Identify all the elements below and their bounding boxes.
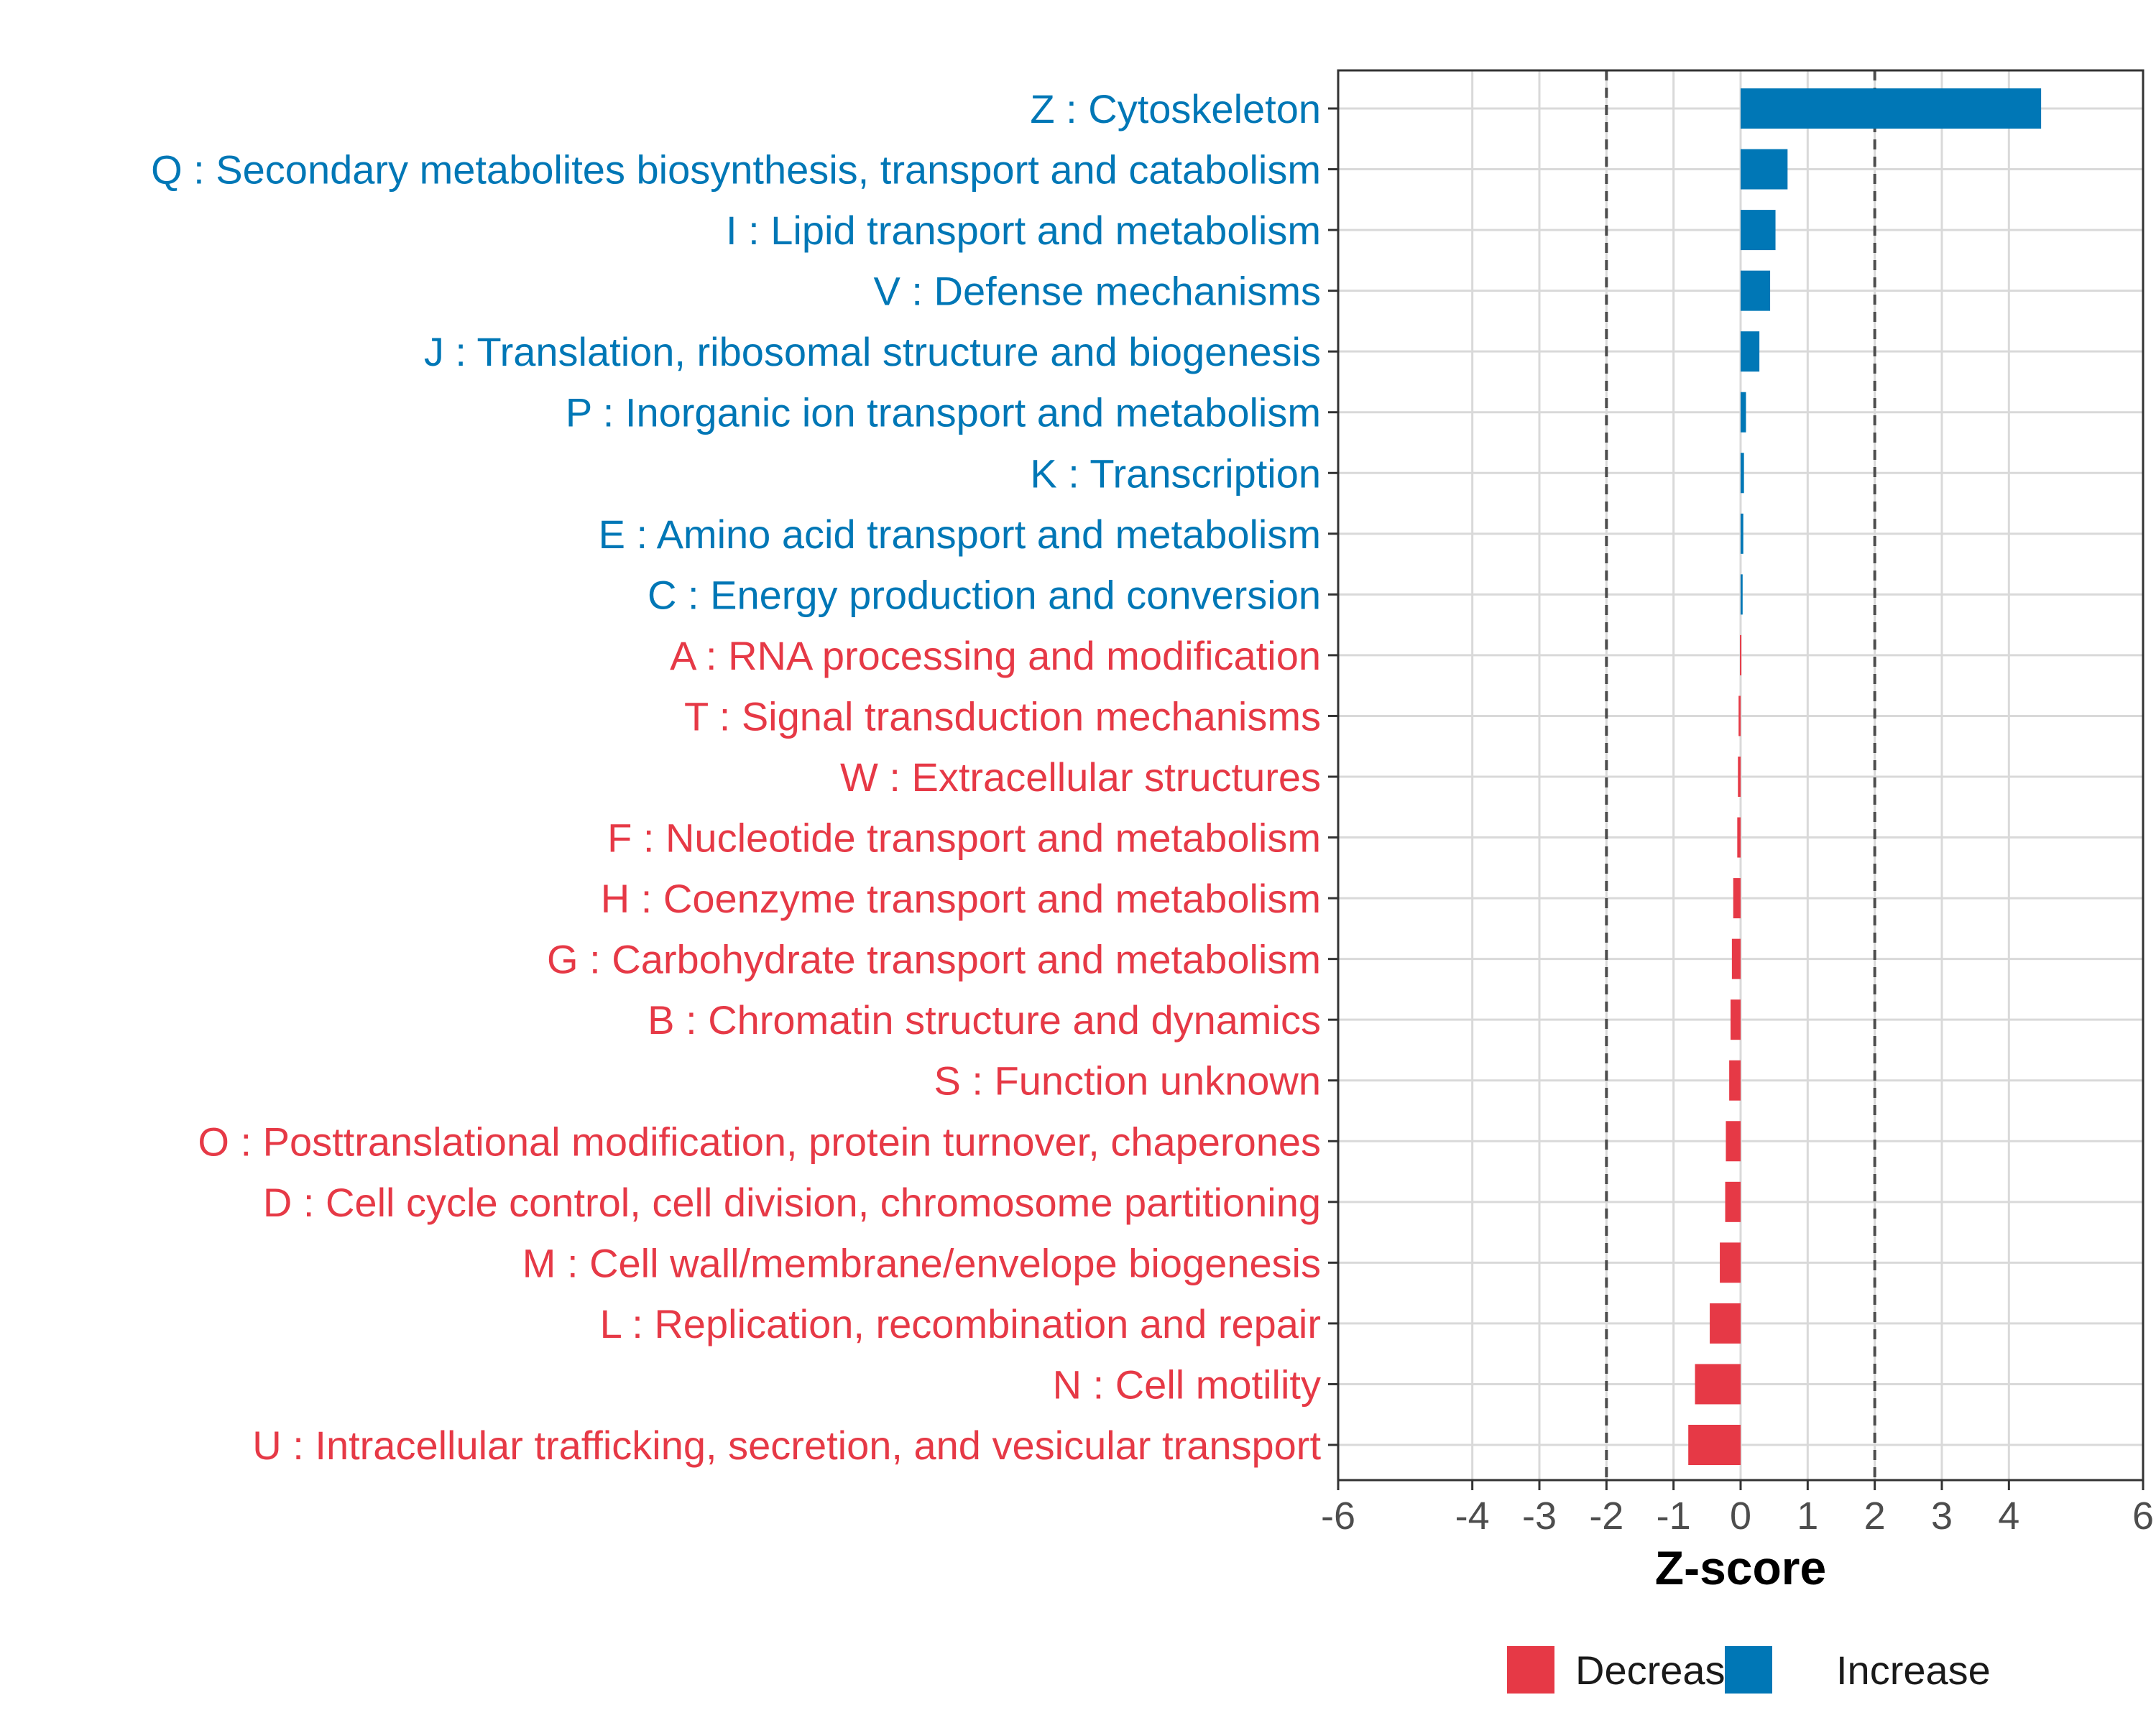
bar [1741,331,1760,372]
category-label: M : Cell wall/membrane/envelope biogenes… [522,1240,1321,1285]
bar [1733,878,1741,919]
category-label: Z : Cytoskeleton [1030,86,1321,131]
category-label: T : Signal transduction mechanisms [684,693,1321,739]
category-label: V : Defense mechanisms [874,269,1321,314]
category-label: G : Carbohydrate transport and metabolis… [547,937,1321,982]
category-label: W : Extracellular structures [840,754,1321,800]
category-labels: Z : Cytoskeleton Q : Secondary metabolite… [151,86,1321,1468]
category-label: E : Amino acid transport and metabolism [599,512,1321,557]
x-axis-ticks: -6 -4 -3 -2 -1 0 1 2 3 4 6 [1321,1480,2154,1538]
bar [1741,88,2042,129]
category-label: H : Coenzyme transport and metabolism [601,876,1321,921]
bar [1731,938,1741,979]
bars-layer [1688,88,2042,1465]
x-tick-label: -2 [1589,1494,1623,1538]
bar [1741,392,1746,433]
legend-swatch [1507,1646,1554,1694]
bar [1731,999,1741,1040]
bar [1726,1121,1741,1162]
legend-swatch [1725,1646,1772,1694]
bar [1741,574,1743,615]
category-label: U : Intracellular trafficking, secretion… [252,1423,1321,1468]
x-tick-label: -4 [1455,1494,1490,1538]
category-label: C : Energy production and conversion [648,572,1321,617]
x-tick-label: 4 [1998,1494,2019,1538]
category-label: K : Transcription [1030,451,1321,496]
bar [1738,757,1741,797]
y-axis-ticks [1328,107,1338,1446]
bar [1741,210,1776,251]
category-label: F : Nucleotide transport and metabolism [607,816,1321,861]
bar [1725,1181,1741,1222]
category-label: B : Chromatin structure and dynamics [648,997,1321,1043]
bar [1720,1242,1741,1283]
legend-label: Decrease [1575,1648,1748,1693]
category-label: P : Inorganic ion transport and metaboli… [566,390,1321,435]
category-label: N : Cell motility [1053,1362,1321,1407]
category-label: O : Posttranslational modification, prot… [198,1119,1321,1164]
reference-lines-layer [1605,70,1876,1480]
bar [1741,149,1788,190]
category-label: J : Translation, ribosomal structure and… [424,329,1321,374]
bar [1729,1060,1741,1101]
category-label: S : Function unknown [934,1058,1321,1104]
bar [1741,270,1771,311]
x-tick-label: -6 [1321,1494,1355,1538]
x-tick-label: 1 [1797,1494,1818,1538]
bar [1741,453,1744,494]
x-tick-label: 0 [1730,1494,1751,1538]
bar [1737,817,1741,858]
category-label: A : RNA processing and modification [670,633,1321,678]
legend-label: Increase [1836,1648,1991,1693]
x-axis-title: Z-score [1655,1541,1826,1594]
legend: Decrease Increase [1507,1646,1991,1694]
bar [1741,513,1743,554]
category-label: L : Replication, recombination and repai… [600,1301,1321,1346]
bar [1740,634,1742,675]
category-label: Q : Secondary metabolites biosynthesis, … [151,147,1321,193]
x-tick-label: -1 [1657,1494,1691,1538]
bar [1710,1303,1741,1344]
bar [1688,1425,1741,1465]
bar [1695,1364,1741,1405]
x-tick-label: 2 [1864,1494,1886,1538]
x-tick-label: 3 [1931,1494,1953,1538]
bar [1738,696,1741,736]
category-label: D : Cell cycle control, cell division, c… [263,1180,1321,1225]
x-tick-label: 6 [2132,1494,2154,1538]
category-label: I : Lipid transport and metabolism [726,208,1321,253]
x-tick-label: -3 [1522,1494,1557,1538]
